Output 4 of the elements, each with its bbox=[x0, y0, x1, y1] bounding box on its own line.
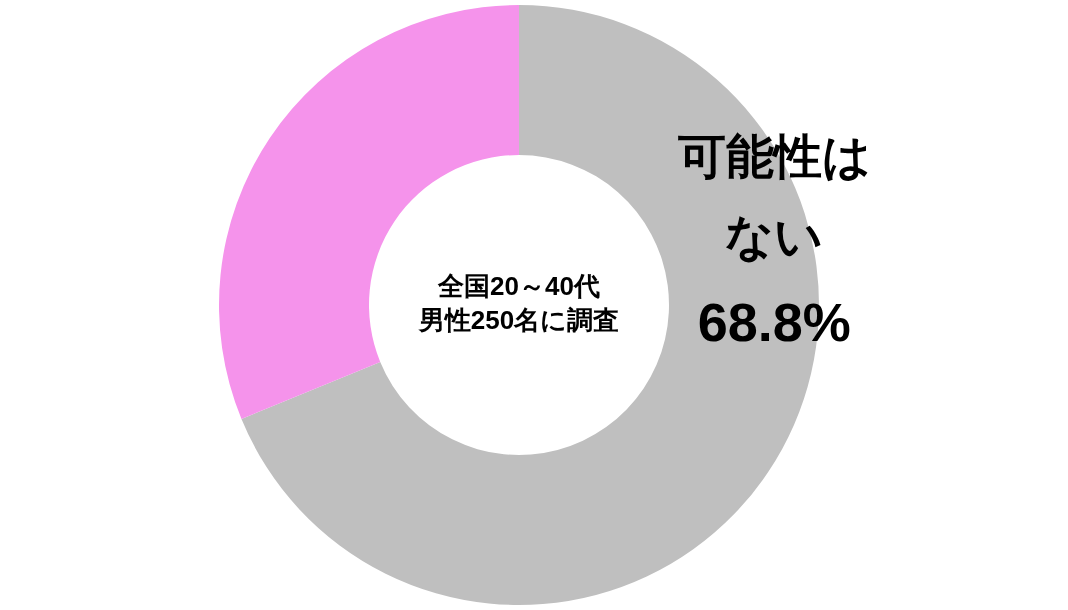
text: 男性250名に調査 bbox=[417, 304, 620, 335]
data-label: 68.8% bbox=[697, 292, 851, 353]
text: 全国20～40代 bbox=[437, 270, 600, 301]
slice-label: 可能性はない bbox=[676, 130, 871, 264]
